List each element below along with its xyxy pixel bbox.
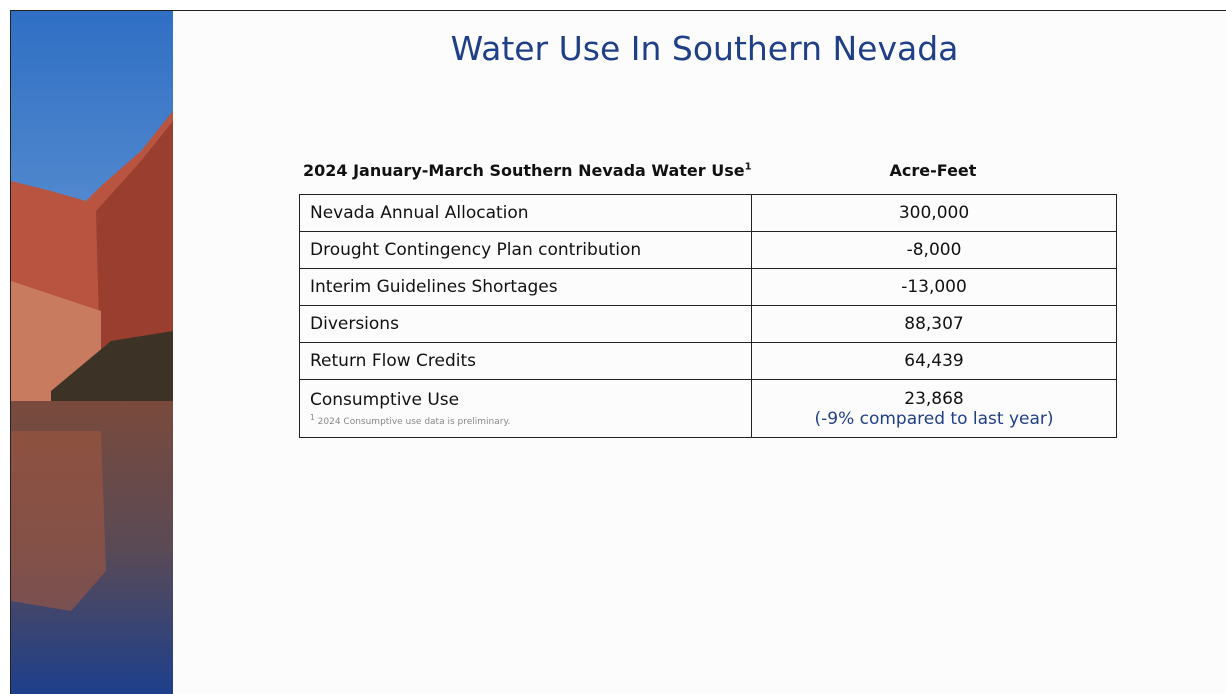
row-label-text: Return Flow Credits <box>310 351 477 371</box>
row-value: 23,868 (-9% compared to last year) <box>751 379 1117 438</box>
row-value-text: 23,868 <box>904 388 964 409</box>
table-row: Drought Contingency Plan contribution -8,… <box>299 231 1117 269</box>
row-value: -8,000 <box>751 231 1117 269</box>
row-label-text: Consumptive Use <box>310 390 460 410</box>
row-label-text: Interim Guidelines Shortages <box>310 277 558 297</box>
row-label: Interim Guidelines Shortages <box>299 268 752 306</box>
row-value-text: 300,000 <box>898 203 970 223</box>
row-label: Consumptive Use 1 2024 Consumptive use da… <box>299 379 752 438</box>
row-value-text: 64,439 <box>904 351 964 371</box>
table-row: Consumptive Use 1 2024 Consumptive use da… <box>299 379 1117 438</box>
footnote-text: 2024 Consumptive use data is preliminary… <box>317 417 511 427</box>
footnote-mark: 1 <box>744 161 752 173</box>
slide-title: Water Use In Southern Nevada <box>450 29 959 68</box>
row-label-text: Drought Contingency Plan contribution <box>310 240 642 260</box>
row-value: 300,000 <box>751 194 1117 232</box>
header-text: 2024 January-March Southern Nevada Water… <box>303 161 745 180</box>
footnote-mark: 1 <box>310 413 315 422</box>
table-row: Diversions 88,307 <box>299 305 1117 343</box>
row-label-text: Diversions <box>310 314 399 334</box>
row-value-text: -13,000 <box>901 277 967 297</box>
row-label-text: Nevada Annual Allocation <box>310 203 529 223</box>
row-label: Nevada Annual Allocation <box>299 194 752 232</box>
row-value-text: 88,307 <box>904 314 964 334</box>
row-value-text: -8,000 <box>906 240 962 260</box>
table-row: Return Flow Credits 64,439 <box>299 342 1117 380</box>
row-label: Return Flow Credits <box>299 342 752 380</box>
table-row: Interim Guidelines Shortages -13,000 <box>299 268 1117 306</box>
canyon-photo <box>11 11 173 694</box>
table-header-label: 2024 January-March Southern Nevada Water… <box>303 161 752 180</box>
row-value: 64,439 <box>751 342 1117 380</box>
table-header-value: Acre-Feet <box>889 161 977 180</box>
row-value: 88,307 <box>751 305 1117 343</box>
comparison-note: (-9% compared to last year) <box>814 408 1054 429</box>
footnote: 1 2024 Consumptive use data is prelimina… <box>310 413 751 427</box>
row-label: Diversions <box>299 305 752 343</box>
row-label: Drought Contingency Plan contribution <box>299 231 752 269</box>
water-use-table: Nevada Annual Allocation 300,000 Drought C… <box>299 194 1117 438</box>
table-row: Nevada Annual Allocation 300,000 <box>299 194 1117 232</box>
slide: Water Use In Southern Nevada 2024 Januar… <box>10 10 1226 694</box>
row-value: -13,000 <box>751 268 1117 306</box>
table-body: Nevada Annual Allocation 300,000 Drought C… <box>299 194 1117 438</box>
